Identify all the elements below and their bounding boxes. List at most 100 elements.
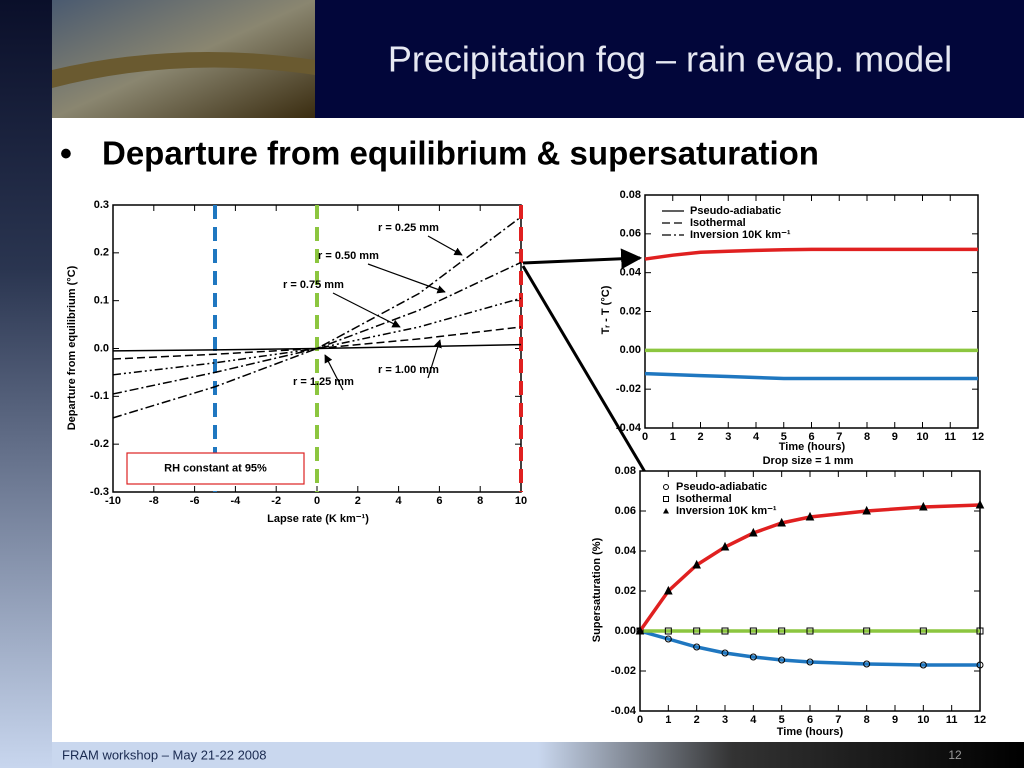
point (721, 649, 729, 657)
x-tick-label: 12 (974, 714, 986, 726)
x-tick-label: -8 (149, 495, 159, 507)
legend-marker (663, 508, 669, 514)
data-line (644, 247, 978, 261)
series-label: r = 0.25 mm (378, 222, 439, 234)
slide-title: Precipitation fog – rain evap. model (388, 39, 952, 80)
point (749, 653, 757, 661)
bullet-text: Departure from equilibrium & supersatura… (102, 135, 819, 172)
label-arrow (367, 263, 446, 294)
x-tick-label: 8 (477, 495, 483, 507)
point (863, 627, 871, 635)
x-tick-label: 9 (892, 714, 898, 726)
point (976, 661, 984, 669)
point (664, 635, 672, 643)
point (720, 541, 730, 551)
y-axis-label: Departure from equilibrium (°C) (66, 265, 78, 430)
point (976, 627, 984, 635)
y-tick-label: -0.02 (611, 665, 636, 677)
legend-label: Inversion 10K km⁻¹ (690, 229, 791, 241)
page-number: 12 (948, 748, 962, 762)
y-tick-label: 0.1 (94, 295, 109, 307)
footer-text: FRAM workshop – May 21-22 2008 (62, 747, 266, 762)
bullet-mark: • (60, 135, 72, 173)
x-tick-label: 4 (753, 431, 760, 443)
point (778, 656, 786, 664)
x-tick-label: 2 (694, 714, 700, 726)
label-arrow (324, 354, 344, 391)
point (975, 499, 985, 509)
legend-label: Pseudo-adiabatic (690, 205, 781, 217)
x-tick-label: 6 (807, 714, 813, 726)
x-axis-label: Time (hours) (777, 726, 844, 738)
x-axis-label: Lapse rate (K km⁻¹) (267, 513, 369, 525)
y-tick-label: 0.08 (620, 189, 641, 201)
data-line (638, 503, 981, 633)
y-tick-label: 0.04 (615, 545, 637, 557)
x-tick-label: 0 (642, 431, 648, 443)
x-tick-label: -10 (105, 495, 121, 507)
point (749, 527, 758, 537)
x-tick-label: 11 (946, 714, 958, 726)
x-tick-label: 12 (972, 431, 984, 443)
y-tick-label: -0.02 (616, 383, 641, 395)
y-tick-label: 0.04 (620, 267, 642, 279)
y-tick-label: 0.00 (620, 344, 641, 356)
data-line (112, 216, 522, 419)
x-tick-label: 0 (314, 495, 320, 507)
point (919, 501, 928, 511)
x-tick-label: 11 (944, 431, 956, 443)
point (805, 511, 815, 521)
annotation: RH constant at 95% (164, 462, 267, 474)
x-tick-label: 7 (835, 714, 841, 726)
x-tick-label: 7 (836, 431, 842, 443)
x-tick-label: 5 (781, 431, 787, 443)
series-label: r = 0.50 mm (318, 250, 379, 262)
x-tick-label: 2 (355, 495, 361, 507)
label-arrow (427, 339, 442, 379)
y-tick-label: 0.06 (615, 505, 636, 517)
y-tick-label: -0.04 (616, 422, 642, 434)
y-tick-label: 0.0 (94, 342, 109, 354)
arrow (522, 248, 643, 270)
y-tick-label: 0.06 (620, 228, 641, 240)
y-tick-label: -0.04 (611, 705, 637, 717)
x-tick-label: 3 (725, 431, 731, 443)
bridge (52, 52, 315, 88)
y-axis-label: Tᵣ - T (°C) (600, 285, 612, 334)
point (749, 627, 757, 635)
point (777, 517, 786, 527)
x-tick-label: 10 (917, 714, 929, 726)
point (806, 658, 814, 666)
x-tick-label: 4 (750, 714, 757, 726)
point (863, 660, 871, 668)
point (693, 627, 701, 635)
point (919, 661, 927, 669)
y-tick-label: -0.1 (90, 390, 109, 402)
point (692, 559, 701, 569)
data-line (639, 629, 980, 667)
y-tick-label: 0.3 (94, 199, 109, 211)
y-axis-label: Supersaturation (%) (591, 537, 603, 642)
footer-band (52, 742, 1024, 768)
data-line (644, 371, 978, 381)
series-label: r = 1.25 mm (293, 376, 354, 388)
legend-marker (663, 484, 669, 490)
x-tick-label: 1 (670, 431, 676, 443)
point (664, 585, 673, 595)
y-tick-label: -0.2 (90, 438, 109, 450)
x-tick-label: 9 (892, 431, 898, 443)
x-tick-label: 10 (916, 431, 928, 443)
x-tick-label: -6 (190, 495, 200, 507)
legend-label: Inversion 10K km⁻¹ (676, 505, 777, 517)
point (693, 643, 701, 651)
plot-frame (639, 470, 981, 712)
y-tick-label: -0.3 (90, 486, 109, 498)
series-label: r = 0.75 mm (283, 279, 344, 291)
point (919, 627, 927, 635)
x-tick-label: 6 (436, 495, 442, 507)
series-label: r = 1.00 mm (378, 364, 439, 376)
x-tick-label: 4 (396, 495, 403, 507)
x-tick-label: 3 (722, 714, 728, 726)
x-tick-label: 8 (864, 714, 870, 726)
x-tick-label: 1 (665, 714, 671, 726)
